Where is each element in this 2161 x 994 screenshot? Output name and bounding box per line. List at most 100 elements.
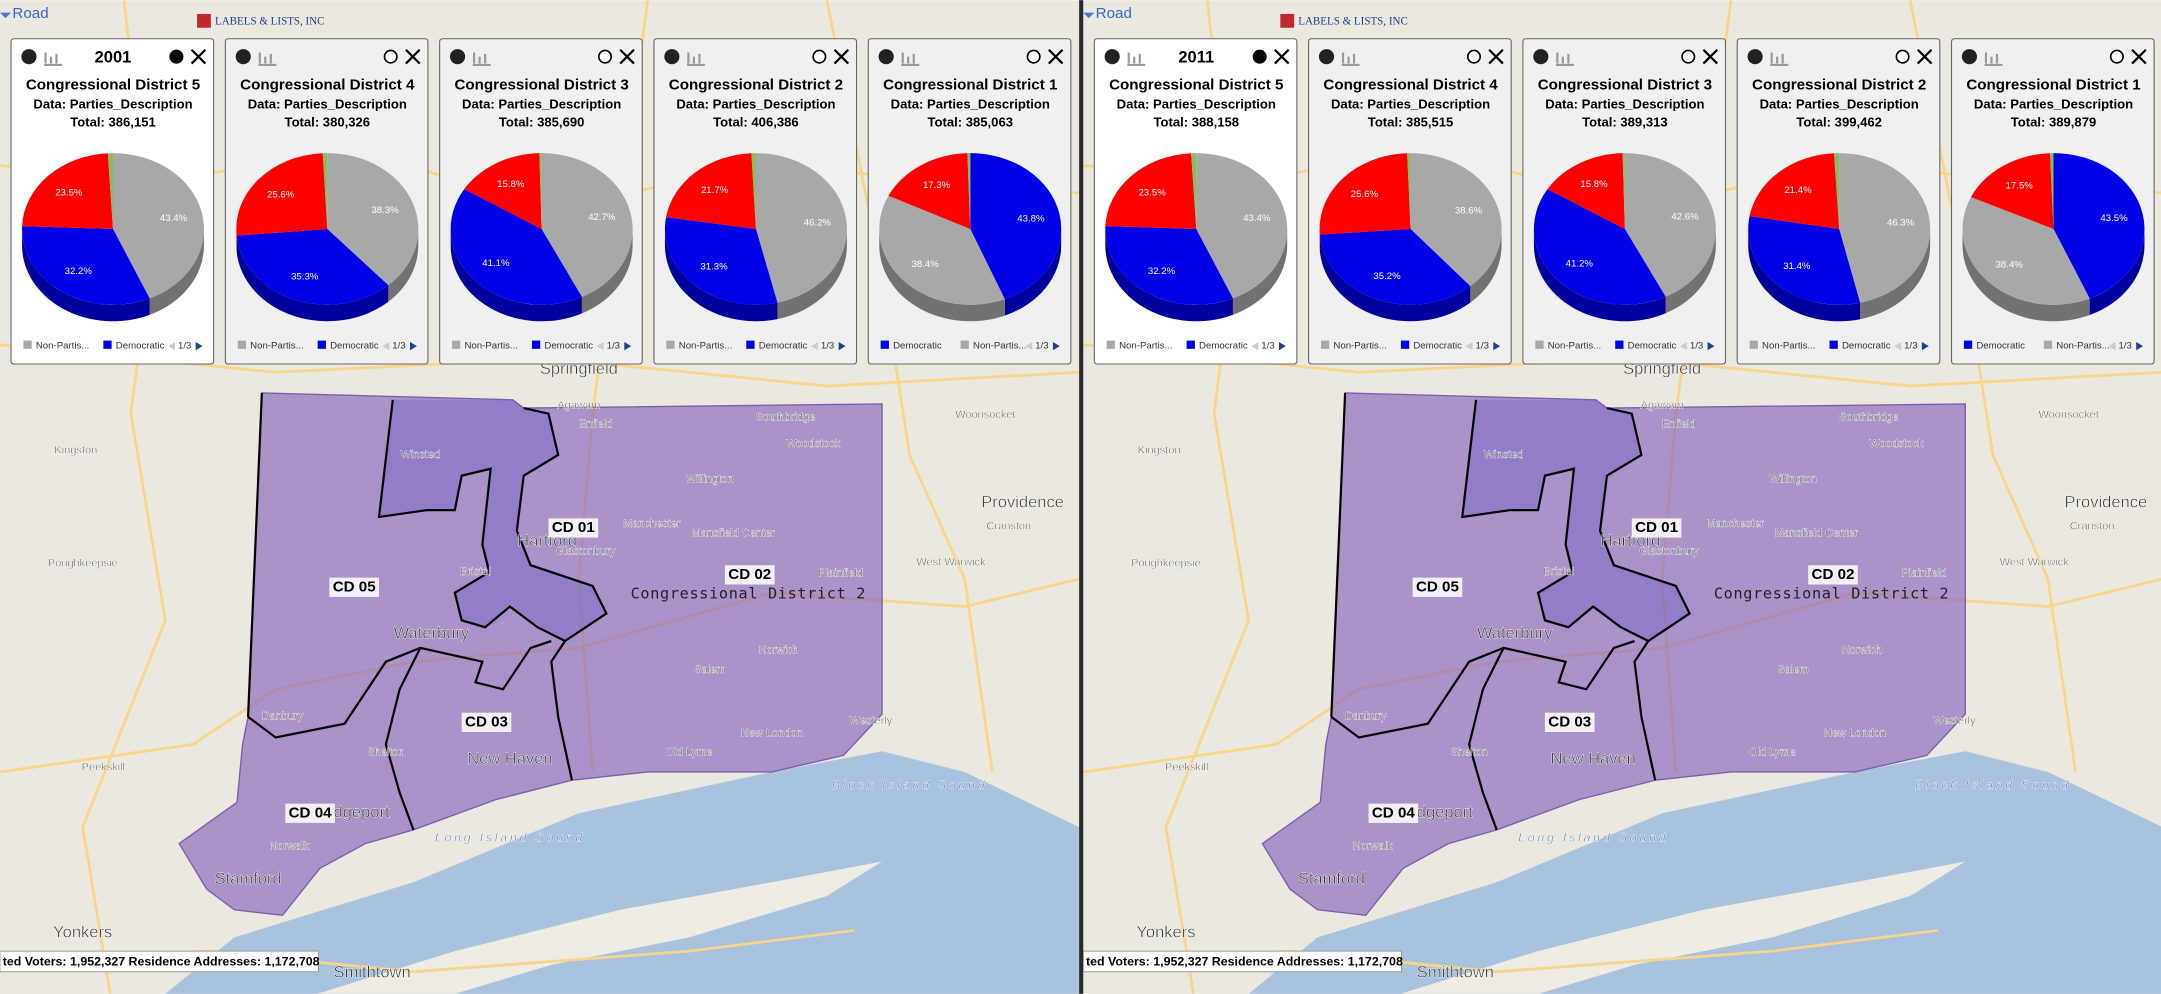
bar-icon[interactable] (1127, 52, 1146, 67)
pie-icon[interactable] (1318, 49, 1335, 65)
legend-label[interactable]: Non-Partis... (1119, 341, 1173, 352)
legend-label[interactable]: Democratic (330, 341, 379, 352)
pager-next[interactable] (838, 341, 846, 351)
close-button[interactable] (833, 48, 850, 65)
legend-label[interactable]: Non-Partis... (1548, 341, 1602, 352)
legend-swatch (960, 340, 969, 349)
card-title: Congressional District 1 (1966, 77, 2140, 94)
place-label: Southbridge (756, 412, 815, 424)
legend-label[interactable]: Democratic (759, 341, 808, 352)
pager-prev[interactable] (1465, 341, 1473, 351)
pager-prev[interactable] (811, 341, 818, 351)
pager-prev[interactable] (168, 341, 176, 351)
close-button[interactable] (1048, 48, 1064, 65)
chart-card: Congressional District 2 Data: Parties_De… (653, 38, 858, 365)
place-label: Agawam (1641, 399, 1684, 411)
pager-next[interactable] (410, 341, 417, 351)
legend-label[interactable]: Non-Partis... (464, 341, 518, 352)
legend-label[interactable]: Non-Partis... (1333, 341, 1387, 352)
close-button[interactable] (1488, 48, 1504, 65)
pie-icon[interactable] (878, 49, 894, 65)
legend-label[interactable]: Non-Partis... (973, 341, 1027, 352)
pager-prev[interactable] (1894, 341, 1902, 351)
legend-label[interactable]: Non-Partis... (2056, 341, 2110, 352)
bar-icon[interactable] (258, 52, 277, 67)
close-button[interactable] (1274, 48, 1290, 65)
close-button[interactable] (619, 48, 635, 65)
select-radio[interactable] (169, 49, 184, 64)
pie-icon[interactable] (1747, 49, 1763, 65)
select-radio[interactable] (2109, 49, 2124, 64)
bar-icon[interactable] (1341, 52, 1360, 67)
pager-next[interactable] (624, 341, 632, 351)
bar-icon[interactable] (472, 52, 491, 67)
bar-icon[interactable] (1770, 52, 1789, 67)
legend-label[interactable]: Democratic (1199, 341, 1248, 352)
pager-next[interactable] (1052, 341, 1060, 351)
chart-card: 2001 Congressional District 5 Data: Partie… (10, 38, 215, 365)
pager-next[interactable] (2136, 341, 2144, 351)
select-radio[interactable] (1252, 49, 1267, 64)
legend-label[interactable]: Democratic (1842, 341, 1891, 352)
select-radio[interactable] (1026, 49, 1041, 64)
legend-label[interactable]: Democratic (1976, 341, 2025, 352)
legend-label[interactable]: Non-Partis... (679, 341, 733, 352)
close-button[interactable] (190, 48, 207, 65)
select-radio[interactable] (383, 49, 398, 64)
place-label: Shelton (367, 747, 404, 759)
district-label: CD 04 (1372, 804, 1416, 821)
select-radio[interactable] (1466, 49, 1482, 64)
pie-side (664, 228, 778, 322)
bar-icon[interactable] (901, 52, 920, 67)
pager-prev[interactable] (1025, 341, 1033, 351)
pie-slice (1547, 153, 1625, 229)
pager-prev[interactable] (382, 341, 390, 351)
bar-icon[interactable] (44, 52, 63, 67)
close-button[interactable] (2131, 48, 2147, 65)
legend-label[interactable]: Democratic (116, 341, 165, 352)
legend-label[interactable]: Democratic (1628, 341, 1677, 352)
bar-icon[interactable] (1984, 52, 2003, 67)
close-button[interactable] (1702, 48, 1719, 65)
pie-icon[interactable] (1104, 49, 1120, 65)
pie-icon[interactable] (1533, 49, 1549, 65)
select-radio[interactable] (1681, 49, 1696, 64)
bar-icon[interactable] (687, 52, 705, 67)
pager-prev[interactable] (1680, 341, 1687, 351)
select-radio[interactable] (812, 49, 827, 64)
pager-prev[interactable] (1251, 341, 1259, 351)
pie-icon[interactable] (235, 49, 251, 65)
place-label: Norwich (1842, 645, 1882, 657)
pager-prev[interactable] (596, 341, 604, 351)
legend-label[interactable]: Democratic (544, 341, 593, 352)
legend-label[interactable]: Non-Partis... (36, 341, 90, 352)
pie-slice (664, 217, 778, 305)
legend-label[interactable]: Democratic (1413, 341, 1462, 352)
select-radio[interactable] (597, 49, 613, 64)
pager-next[interactable] (195, 341, 203, 351)
pager-next[interactable] (1921, 341, 1929, 351)
pie-icon[interactable] (449, 49, 466, 65)
pager-prev[interactable] (2108, 341, 2116, 351)
pie-icon[interactable] (21, 49, 37, 65)
pager-next[interactable] (1493, 341, 1501, 351)
map-type[interactable]: Road (1096, 5, 1132, 22)
legend-label[interactable]: Democratic (893, 341, 942, 352)
logo-mark (1280, 13, 1295, 28)
pie-slice (322, 153, 328, 229)
select-radio[interactable] (1895, 49, 1910, 64)
pie-label: 23.5% (1138, 187, 1166, 198)
card-title: Congressional District 5 (26, 77, 200, 94)
place-label: Peekskill (82, 762, 125, 774)
map-type[interactable]: Road (12, 5, 48, 22)
pie-icon[interactable] (1961, 49, 1978, 65)
close-button[interactable] (1916, 48, 1933, 65)
legend-label[interactable]: Non-Partis... (1762, 341, 1816, 352)
pager-next[interactable] (1707, 341, 1715, 351)
place-label: Willington (1769, 474, 1817, 486)
legend-label[interactable]: Non-Partis... (250, 341, 304, 352)
pie-icon[interactable] (664, 49, 680, 65)
bar-icon[interactable] (1555, 52, 1574, 67)
close-button[interactable] (405, 48, 421, 65)
pager-next[interactable] (1278, 341, 1286, 351)
